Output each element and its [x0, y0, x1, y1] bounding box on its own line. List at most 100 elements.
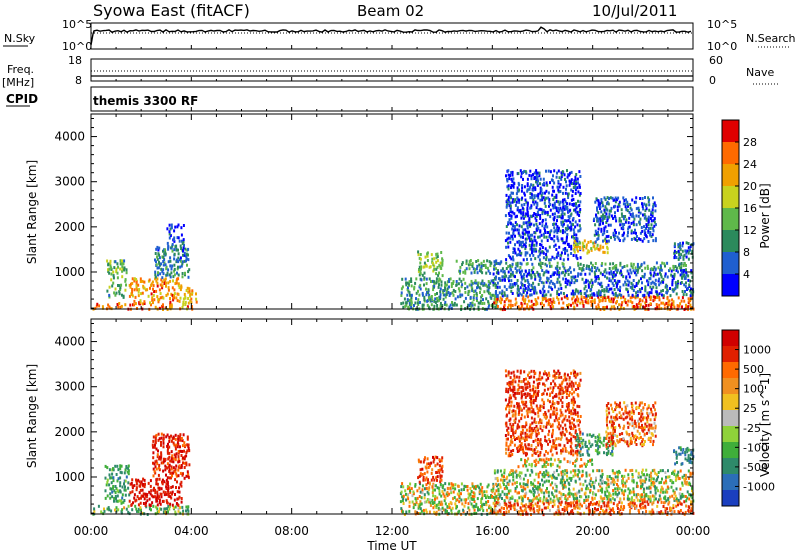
echo-cell — [546, 487, 548, 490]
echo-cell — [157, 510, 160, 513]
echo-cell — [170, 303, 173, 307]
echo-cell — [555, 222, 558, 226]
echo-cell — [543, 183, 546, 187]
echo-cell — [691, 489, 693, 493]
echo-cell — [618, 217, 621, 221]
echo-cell — [579, 200, 582, 204]
echo-cell — [647, 196, 650, 200]
echo-cell — [578, 499, 581, 503]
echo-cell — [573, 276, 576, 280]
echo-cell — [404, 489, 407, 493]
echo-cell — [516, 206, 519, 210]
echo-cell — [501, 278, 504, 282]
echo-cell — [123, 268, 126, 272]
echo-cell — [522, 171, 524, 174]
echo-cell — [616, 268, 619, 272]
echo-cell — [538, 487, 541, 491]
echo-cell — [606, 200, 609, 204]
echo-cell — [674, 265, 677, 268]
echo-cell — [567, 504, 570, 508]
echo-cell — [505, 390, 508, 393]
echo-cell — [109, 264, 112, 268]
echo-cell — [534, 303, 537, 307]
echo-cell — [516, 446, 519, 450]
echo-cell — [687, 257, 690, 261]
echo-cell — [528, 269, 531, 272]
echo-cell — [538, 253, 541, 257]
echo-cell — [421, 305, 424, 309]
echo-cell — [509, 208, 512, 212]
echo-cell — [627, 272, 630, 276]
echo-cell — [467, 263, 470, 267]
echo-cell — [616, 281, 619, 285]
echo-cell — [652, 202, 655, 206]
echo-cell — [493, 492, 496, 496]
echo-cell — [553, 244, 556, 248]
echo-cell — [565, 206, 568, 210]
echo-cell — [428, 297, 431, 301]
echo-cell — [558, 490, 561, 494]
echo-cell — [620, 293, 623, 297]
echo-cell — [179, 288, 182, 292]
echo-cell — [157, 298, 160, 302]
echo-cell — [543, 271, 546, 275]
echo-cell — [566, 470, 569, 474]
echo-cell — [410, 296, 413, 300]
echo-cell — [585, 289, 588, 293]
echo-cell — [556, 290, 559, 294]
echo-cell — [575, 206, 578, 210]
echo-cell — [531, 250, 534, 254]
echo-cell — [569, 501, 572, 505]
echo-cell — [652, 477, 655, 481]
echo-cell — [651, 214, 654, 218]
echo-cell — [176, 267, 179, 271]
echo-cell — [675, 497, 678, 501]
echo-cell — [442, 289, 445, 293]
echo-cell — [516, 214, 518, 218]
echo-cell — [647, 283, 650, 287]
echo-cell — [563, 273, 566, 277]
echo-cell — [600, 507, 602, 510]
echo-cell — [520, 485, 523, 489]
echo-cell — [641, 202, 643, 206]
echo-cell — [184, 300, 187, 304]
echo-cell — [409, 489, 411, 493]
echo-cell — [434, 497, 437, 501]
echo-cell — [509, 305, 512, 309]
echo-cell — [464, 269, 467, 273]
echo-cell — [542, 471, 545, 475]
echo-cell — [608, 209, 611, 213]
echo-cell — [539, 191, 542, 195]
echo-cell — [556, 235, 559, 239]
echo-cell — [156, 281, 159, 285]
echo-cell — [180, 480, 183, 484]
echo-cell — [639, 211, 642, 215]
echo-cell — [166, 462, 169, 466]
echo-cell — [594, 229, 597, 233]
echo-cell — [175, 296, 178, 300]
echo-cell — [158, 260, 160, 264]
echo-cell — [557, 181, 560, 185]
echo-cell — [510, 290, 513, 293]
echo-cell — [560, 500, 563, 504]
echo-cell — [437, 273, 440, 277]
echo-cell — [645, 234, 647, 238]
echo-cell — [514, 414, 517, 418]
echo-cell — [560, 478, 563, 482]
echo-cell — [454, 487, 457, 491]
echo-cell — [505, 424, 508, 428]
echo-cell — [162, 249, 164, 253]
echo-cell — [555, 227, 558, 231]
echo-cell — [623, 474, 626, 478]
echo-cell — [507, 245, 510, 249]
echo-cell — [156, 493, 159, 497]
echo-cell — [536, 501, 539, 505]
echo-cell — [470, 279, 473, 283]
echo-cell — [629, 296, 632, 300]
echo-cell — [585, 463, 588, 466]
echo-cell — [549, 181, 551, 185]
echo-cell — [670, 305, 673, 309]
echo-cell — [691, 486, 693, 490]
echo-cell — [612, 284, 615, 287]
echo-cell — [161, 304, 164, 308]
